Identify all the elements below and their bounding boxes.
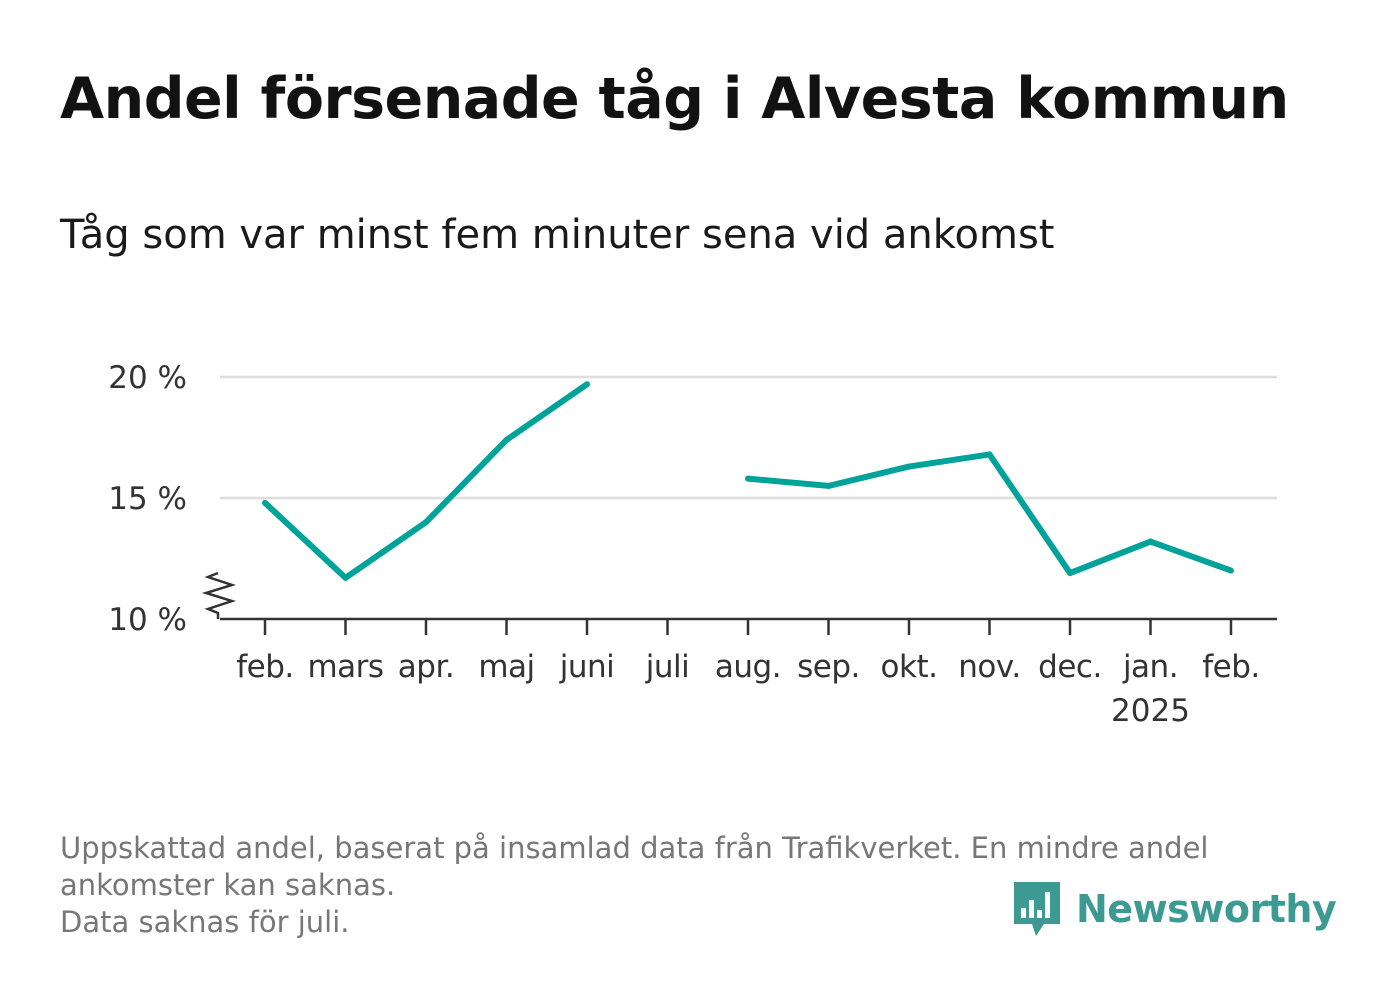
y-tick-label: 15 % [108, 481, 187, 517]
brand-name: Newsworthy [1076, 887, 1337, 931]
x-tick-label: jan. [1122, 649, 1178, 685]
x-tick-label: okt. [881, 649, 938, 685]
bar-chart-speech-bubble-icon [1014, 882, 1060, 936]
footnote-line-1: Uppskattad andel, baserat på insamlad da… [60, 831, 1209, 865]
data-point [825, 482, 832, 489]
footnote: Uppskattad andel, baserat på insamlad da… [60, 830, 1320, 941]
x-tick-label: feb. [1202, 649, 1260, 685]
x-tick-label: dec. [1038, 649, 1102, 685]
x-tick-label: mars [307, 649, 383, 685]
x-tick-label: juni [559, 649, 615, 685]
footnote-line-3: Data saknas för juli. [60, 905, 350, 939]
data-point [342, 574, 349, 581]
series-line-segment [747, 451, 1233, 577]
series-line-segment [262, 381, 589, 581]
axis-break-icon [201, 571, 237, 619]
data-point [1067, 570, 1073, 577]
data-point [262, 499, 268, 506]
chart-subtitle: Tåg som var minst fem minuter sena vid a… [60, 212, 1055, 258]
x-year-label: 2025 [1111, 693, 1190, 729]
data-point [584, 381, 590, 388]
data-point [745, 475, 751, 482]
x-tick-label: apr. [398, 649, 454, 685]
x-tick-label: juli [645, 649, 690, 685]
footnote-line-2: ankomster kan saknas. [60, 868, 396, 902]
y-tick-label: 10 % [108, 602, 187, 638]
chart-title: Andel försenade tåg i Alvesta kommun [60, 66, 1289, 132]
newsworthy-logo: Newsworthy [1012, 880, 1337, 938]
data-point [1147, 538, 1154, 545]
data-point [1228, 567, 1234, 574]
data-point [503, 436, 510, 443]
x-tick-label: nov. [958, 649, 1020, 685]
data-point [986, 451, 993, 458]
x-tick-label: sep. [797, 649, 860, 685]
data-point [423, 519, 429, 526]
x-tick-label: aug. [715, 649, 781, 685]
x-tick-label: maj [478, 649, 534, 685]
data-point [906, 463, 912, 470]
y-tick-label: 20 % [108, 360, 187, 396]
line-chart: 10 % 15 % 20 % feb. mars apr. maj juni juli aug. s… [108, 360, 1277, 729]
x-tick-label: feb. [236, 649, 294, 685]
